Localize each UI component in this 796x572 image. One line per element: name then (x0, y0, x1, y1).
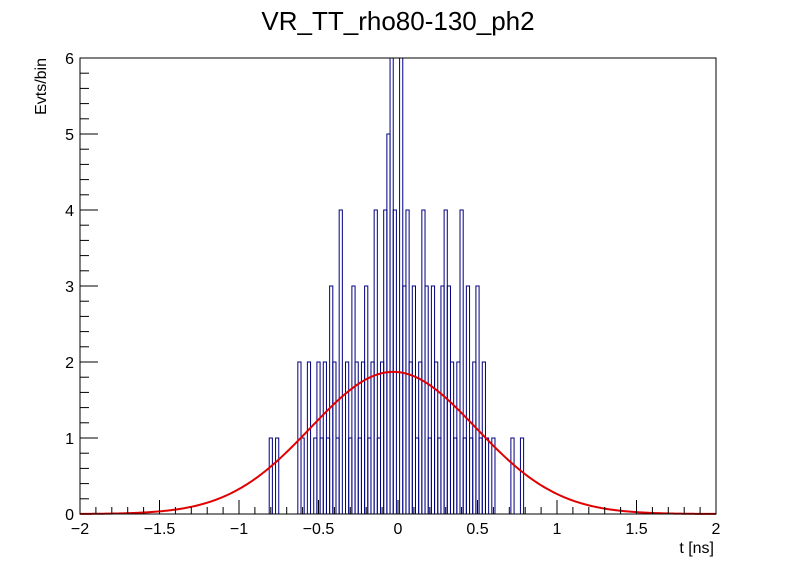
histogram-bin (459, 209, 464, 514)
histogram-bin (491, 437, 496, 514)
axes: −2 −1.5 −1 −0.5 0 0.5 1 1.5 2 0 1 2 3 4 5 6 (65, 51, 720, 538)
histogram-bin (364, 285, 369, 514)
histogram-bin (424, 285, 429, 514)
histogram-bin (510, 437, 515, 514)
y-tick-label: 3 (65, 279, 74, 296)
x-tick-label: 1 (553, 521, 562, 538)
x-tick-label: 0 (394, 521, 403, 538)
x-tick-label: −1 (230, 521, 248, 538)
histogram-bin (338, 209, 343, 514)
histogram-bin (275, 437, 280, 514)
x-tick-label: 2 (712, 521, 721, 538)
histogram-bin (465, 285, 471, 514)
plot-area (79, 57, 717, 515)
histogram-bin (519, 437, 525, 514)
x-axis-label: t [ns] (679, 540, 714, 557)
y-tick-label: 1 (65, 431, 74, 448)
y-tick-label: 6 (65, 51, 74, 68)
x-tick-label: 1.5 (625, 521, 647, 538)
x-tick-label: −1.5 (144, 521, 176, 538)
y-tick-label: 4 (65, 203, 74, 220)
histogram-bin (300, 437, 305, 514)
histogram-bin (392, 209, 397, 514)
y-tick-label: 2 (65, 355, 74, 372)
x-tick-label: −2 (71, 521, 89, 538)
y-tick-label: 0 (65, 507, 74, 524)
y-tick-label: 5 (65, 127, 74, 144)
histogram-bin (268, 437, 273, 514)
histogram-bin (411, 285, 416, 514)
x-tick-label: 0.5 (466, 521, 488, 538)
x-tick-label: −0.5 (303, 521, 335, 538)
fit-curve (79, 370, 717, 515)
y-axis-label: Evts/bin (33, 58, 50, 115)
histogram-bin (475, 285, 480, 514)
chart-title: VR_TT_rho80-130_ph2 (261, 6, 534, 36)
histogram-bin (306, 361, 312, 514)
histogram-bin (373, 209, 378, 514)
